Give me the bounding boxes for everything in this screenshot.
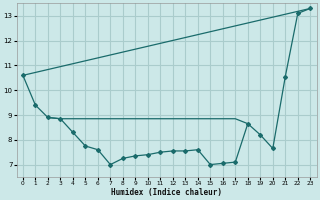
X-axis label: Humidex (Indice chaleur): Humidex (Indice chaleur) — [111, 188, 222, 197]
